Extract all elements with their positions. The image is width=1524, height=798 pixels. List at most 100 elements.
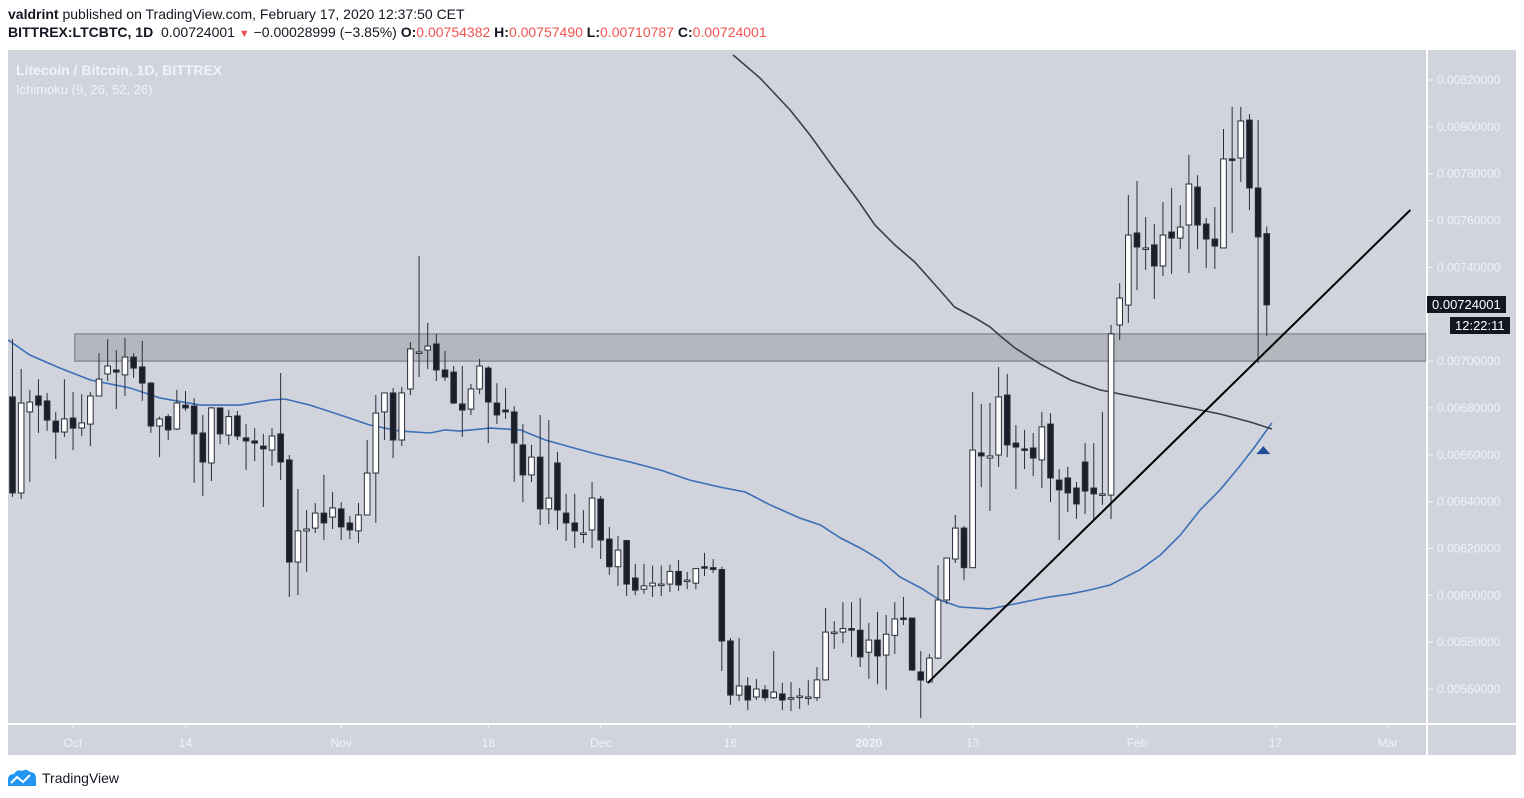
candle xyxy=(415,351,423,354)
candles xyxy=(9,106,1271,719)
horizontal-zone[interactable] xyxy=(74,333,1427,362)
candle xyxy=(61,418,68,433)
candle xyxy=(363,472,371,516)
down-arrow-icon: ▼ xyxy=(238,28,250,40)
candle xyxy=(1202,223,1210,240)
candle xyxy=(424,345,431,351)
price-axis[interactable] xyxy=(1428,50,1516,723)
candle xyxy=(138,366,146,384)
blue-ichimoku-line xyxy=(8,339,1273,610)
candle xyxy=(1168,231,1175,239)
candle xyxy=(87,395,94,425)
candle xyxy=(554,462,561,511)
candle xyxy=(1263,233,1271,306)
axis-corner xyxy=(1428,725,1516,755)
candle xyxy=(822,631,829,681)
candle xyxy=(588,497,596,531)
candle xyxy=(640,585,648,590)
candle xyxy=(1090,487,1098,495)
trend-line[interactable] xyxy=(926,209,1412,684)
price-tick: 0.00780000 xyxy=(1437,167,1501,181)
candle xyxy=(1064,477,1072,494)
candle xyxy=(1228,158,1236,161)
candle xyxy=(69,417,77,429)
candle xyxy=(242,437,250,442)
candle xyxy=(1185,183,1193,226)
candle xyxy=(986,455,994,459)
candle xyxy=(1176,226,1184,239)
price-tick: 0.00660000 xyxy=(1437,448,1501,462)
candle xyxy=(467,388,475,410)
candle xyxy=(995,396,1002,456)
triangle-up-icon xyxy=(1256,446,1271,455)
price-tick: 0.00640000 xyxy=(1437,495,1501,509)
candle xyxy=(164,416,172,431)
candle xyxy=(848,628,855,631)
candle xyxy=(580,532,587,536)
candle xyxy=(329,507,336,518)
candle xyxy=(311,512,319,529)
candle xyxy=(1029,447,1037,459)
candle xyxy=(882,633,890,656)
symbol-info: BITTREX:LTCBTC, 1D 0.00724001 ▼ −0.00028… xyxy=(8,24,767,40)
candle xyxy=(839,628,847,633)
candle xyxy=(1246,119,1253,189)
candle xyxy=(484,367,492,403)
high-value: 0.00757490 xyxy=(508,24,583,40)
candle xyxy=(320,512,328,524)
candle xyxy=(701,566,708,569)
candle xyxy=(805,696,812,699)
candle xyxy=(294,530,302,563)
candle xyxy=(978,452,985,457)
legend-indicator[interactable]: Ichimoku (9, 26, 52, 26) xyxy=(16,82,153,97)
candle xyxy=(1099,493,1106,496)
candle xyxy=(632,577,639,591)
price-tick: 0.00600000 xyxy=(1437,588,1501,602)
time-tick: 14 xyxy=(179,736,193,750)
candle xyxy=(891,618,899,636)
price-tick: 0.00800000 xyxy=(1437,120,1501,134)
legend-title[interactable]: Litecoin / Bitcoin, 1D, BITTREX xyxy=(16,62,223,78)
candle xyxy=(355,514,362,532)
candle xyxy=(1194,186,1201,226)
open-label: O: xyxy=(400,24,417,40)
candle xyxy=(735,685,743,696)
candle xyxy=(623,539,630,585)
price-tick: 0.00760000 xyxy=(1437,214,1501,228)
candle xyxy=(251,440,258,444)
candle xyxy=(1125,234,1132,306)
brand-name: TradingView xyxy=(42,770,120,786)
candle xyxy=(614,549,622,568)
candle xyxy=(761,689,769,699)
candle xyxy=(476,365,483,390)
candle xyxy=(113,369,120,373)
candle xyxy=(43,400,51,421)
candle xyxy=(830,631,838,635)
candle xyxy=(381,392,388,413)
author-name[interactable]: valdrint xyxy=(8,6,59,22)
candle xyxy=(753,688,760,698)
price-tick: 0.00560000 xyxy=(1437,682,1501,696)
candle xyxy=(934,599,942,659)
candle xyxy=(1211,238,1219,247)
candle xyxy=(389,392,397,441)
published-text: published on TradingView.com, February 1… xyxy=(62,6,465,22)
candle xyxy=(398,392,406,441)
candle xyxy=(675,570,682,586)
candle xyxy=(52,420,60,433)
candle xyxy=(493,402,501,416)
candle xyxy=(1073,487,1080,505)
bar-countdown-label: 12:22:11 xyxy=(1450,317,1510,334)
candle xyxy=(900,617,907,621)
chart-pane[interactable] xyxy=(8,50,1426,723)
candle xyxy=(1021,448,1028,451)
candle xyxy=(562,512,570,524)
candle xyxy=(147,382,155,427)
candle xyxy=(960,527,968,569)
tradingview-brand[interactable]: TradingView xyxy=(6,768,119,788)
candle xyxy=(1237,120,1245,159)
time-axis[interactable] xyxy=(8,725,1426,755)
candle xyxy=(908,617,916,671)
price-tick: 0.00680000 xyxy=(1437,401,1501,415)
